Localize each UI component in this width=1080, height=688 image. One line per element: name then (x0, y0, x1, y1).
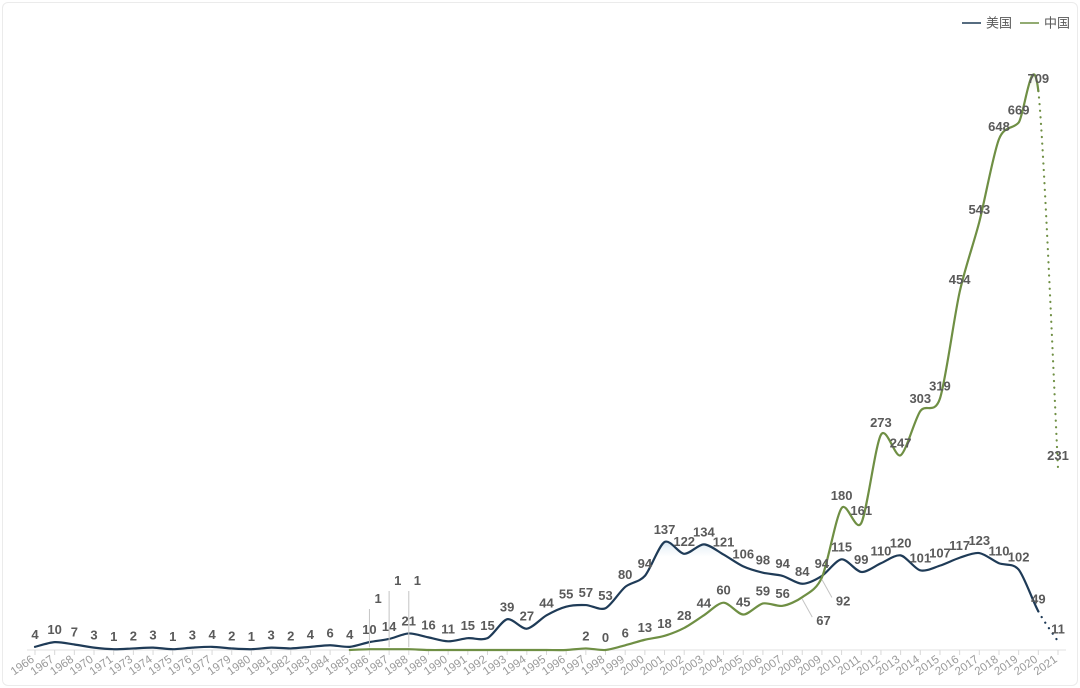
svg-text:121: 121 (713, 535, 735, 550)
svg-text:2021: 2021 (1032, 654, 1060, 679)
svg-text:7: 7 (71, 624, 78, 639)
svg-text:4: 4 (346, 627, 354, 642)
svg-text:94: 94 (815, 556, 830, 571)
svg-text:11: 11 (1051, 621, 1065, 636)
svg-text:123: 123 (968, 533, 990, 548)
svg-text:110: 110 (988, 543, 1009, 558)
svg-text:4: 4 (208, 627, 216, 642)
svg-text:102: 102 (1008, 550, 1030, 565)
svg-text:3: 3 (189, 628, 196, 643)
svg-text:3: 3 (90, 628, 97, 643)
svg-text:16: 16 (421, 617, 435, 632)
svg-text:0: 0 (602, 630, 609, 645)
svg-text:80: 80 (618, 567, 632, 582)
svg-text:28: 28 (677, 608, 691, 623)
svg-text:6: 6 (326, 625, 333, 640)
svg-text:648: 648 (988, 119, 1010, 134)
svg-text:303: 303 (909, 391, 931, 406)
svg-text:94: 94 (775, 556, 790, 571)
svg-text:53: 53 (598, 588, 612, 603)
svg-text:44: 44 (539, 595, 554, 610)
svg-text:3: 3 (149, 628, 156, 643)
svg-text:247: 247 (890, 435, 912, 450)
svg-text:59: 59 (756, 583, 770, 598)
svg-text:2: 2 (228, 628, 235, 643)
svg-text:6: 6 (622, 625, 629, 640)
svg-text:84: 84 (795, 564, 810, 579)
svg-text:1: 1 (110, 629, 117, 644)
svg-text:709: 709 (1027, 71, 1049, 86)
svg-text:2: 2 (582, 628, 589, 643)
svg-text:115: 115 (831, 539, 852, 554)
svg-text:454: 454 (949, 272, 971, 287)
svg-text:180: 180 (831, 488, 853, 503)
svg-text:122: 122 (673, 534, 695, 549)
svg-text:13: 13 (638, 620, 652, 635)
svg-text:60: 60 (716, 583, 730, 598)
svg-text:美国: 美国 (986, 16, 1012, 31)
svg-text:15: 15 (480, 618, 494, 633)
svg-text:101: 101 (909, 550, 931, 565)
svg-text:45: 45 (736, 595, 750, 610)
svg-text:3: 3 (267, 628, 274, 643)
svg-text:161: 161 (850, 503, 872, 518)
svg-text:39: 39 (500, 599, 514, 614)
svg-text:56: 56 (775, 586, 789, 601)
svg-text:55: 55 (559, 587, 573, 602)
svg-text:107: 107 (929, 546, 951, 561)
svg-text:120: 120 (890, 535, 912, 550)
svg-text:4: 4 (31, 627, 39, 642)
svg-text:99: 99 (854, 552, 868, 567)
svg-text:92: 92 (836, 593, 850, 608)
svg-text:94: 94 (638, 556, 653, 571)
svg-text:27: 27 (520, 609, 534, 624)
svg-text:137: 137 (654, 522, 676, 537)
svg-text:106: 106 (732, 546, 754, 561)
svg-text:1: 1 (248, 629, 255, 644)
svg-text:15: 15 (461, 618, 475, 633)
svg-text:11: 11 (441, 621, 455, 636)
svg-text:117: 117 (949, 538, 970, 553)
svg-text:110: 110 (870, 543, 891, 558)
svg-text:98: 98 (756, 553, 770, 568)
svg-text:1: 1 (414, 573, 421, 588)
svg-text:44: 44 (697, 595, 712, 610)
svg-text:543: 543 (968, 202, 990, 217)
svg-text:18: 18 (657, 616, 671, 631)
svg-text:49: 49 (1031, 591, 1045, 606)
svg-text:67: 67 (816, 613, 830, 628)
svg-text:1: 1 (394, 573, 401, 588)
svg-text:669: 669 (1008, 103, 1030, 118)
svg-text:57: 57 (579, 585, 593, 600)
svg-text:273: 273 (870, 415, 892, 430)
svg-text:中国: 中国 (1044, 16, 1070, 31)
svg-text:1: 1 (374, 591, 381, 606)
svg-text:10: 10 (47, 622, 61, 637)
svg-text:2: 2 (287, 628, 294, 643)
svg-text:231: 231 (1047, 448, 1069, 463)
svg-text:2: 2 (130, 628, 137, 643)
svg-text:4: 4 (307, 627, 315, 642)
svg-text:319: 319 (929, 379, 951, 394)
svg-text:1: 1 (169, 629, 176, 644)
